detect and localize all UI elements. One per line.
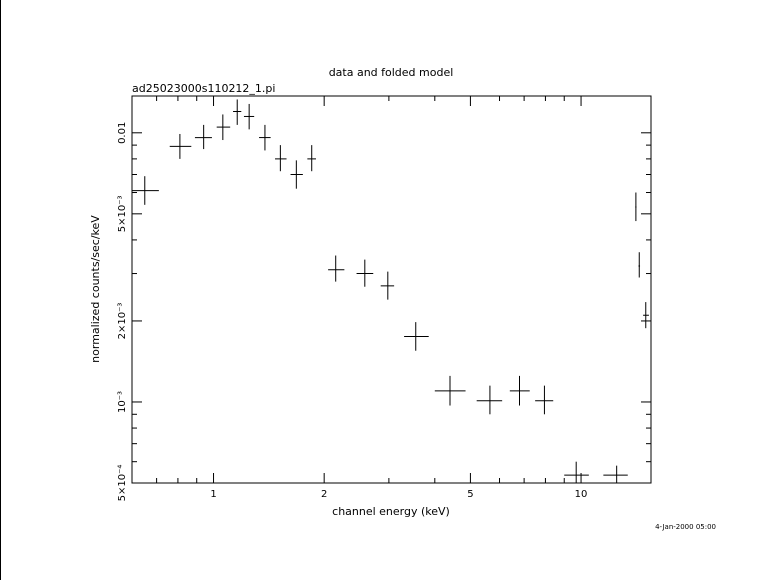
data-point — [643, 302, 649, 329]
data-point — [535, 385, 554, 415]
y-tick-labels: 5×10⁻⁴ 10⁻³ 2×10⁻³ 5×10⁻³ 0.01 — [117, 122, 128, 502]
data-point — [169, 133, 192, 159]
data-point — [635, 192, 637, 222]
axis-ticks — [131, 96, 651, 484]
y-tick-label: 2×10⁻³ — [117, 303, 128, 340]
data-point — [307, 145, 316, 172]
data-point — [275, 145, 287, 172]
data-point — [404, 322, 429, 351]
data-point — [356, 259, 374, 287]
y-tick-label: 5×10⁻⁴ — [117, 465, 128, 502]
data-point — [380, 271, 395, 300]
data-point — [638, 252, 641, 278]
data-point — [233, 99, 242, 125]
data-point — [564, 461, 589, 483]
data-point — [216, 114, 231, 141]
data-point — [132, 176, 159, 205]
data-point — [290, 160, 303, 189]
chart-title: data and folded model — [329, 66, 454, 79]
x-tick-label: 2 — [321, 489, 327, 500]
data-point — [603, 465, 628, 483]
x-tick-labels: 1 2 5 10 — [210, 489, 587, 500]
window-left-edge — [0, 0, 1, 580]
data-point — [476, 385, 503, 415]
data-point — [194, 124, 212, 150]
timestamp: 4-Jan-2000 05:00 — [655, 523, 716, 531]
data-points — [132, 99, 649, 483]
plot-frame — [131, 95, 652, 484]
y-axis-label: normalized counts/sec/keV — [89, 215, 102, 363]
chart-subtitle: ad25023000s110212_1.pi — [132, 82, 275, 95]
y-tick-label: 5×10⁻³ — [117, 195, 128, 232]
y-tick-label: 0.01 — [117, 122, 128, 144]
data-point — [509, 375, 530, 406]
x-tick-label: 10 — [575, 489, 588, 500]
x-axis-label: channel energy (keV) — [332, 505, 450, 518]
y-tick-label: 10⁻³ — [117, 391, 128, 413]
x-tick-label: 5 — [467, 489, 473, 500]
data-point — [243, 103, 255, 130]
data-point — [434, 375, 466, 406]
data-point — [328, 255, 345, 282]
x-tick-label: 1 — [210, 489, 216, 500]
data-point — [259, 124, 271, 151]
